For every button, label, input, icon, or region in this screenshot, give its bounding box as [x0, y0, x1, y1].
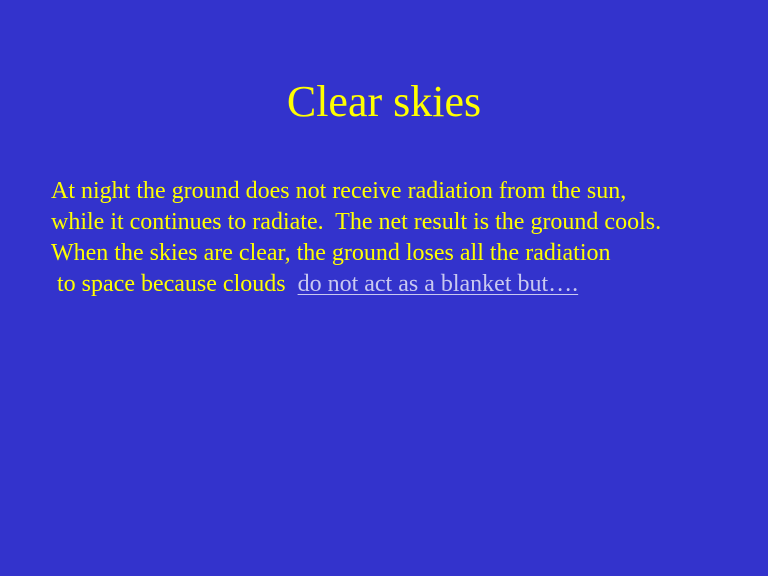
slide-body: At night the ground does not receive rad… — [51, 176, 761, 300]
slide-title: Clear skies — [286, 77, 482, 126]
body-line-2: while it continues to radiate. The net r… — [51, 209, 662, 235]
blanket-link[interactable]: do not act as a blanket but…. — [297, 271, 579, 297]
body-line-4-text: to space because clouds — [51, 271, 298, 297]
body-line-1: At night the ground does not receive rad… — [51, 178, 627, 204]
body-line-4: to space because clouds do not act as a … — [51, 269, 761, 300]
body-line-3: When the skies are clear, the ground los… — [51, 240, 611, 266]
